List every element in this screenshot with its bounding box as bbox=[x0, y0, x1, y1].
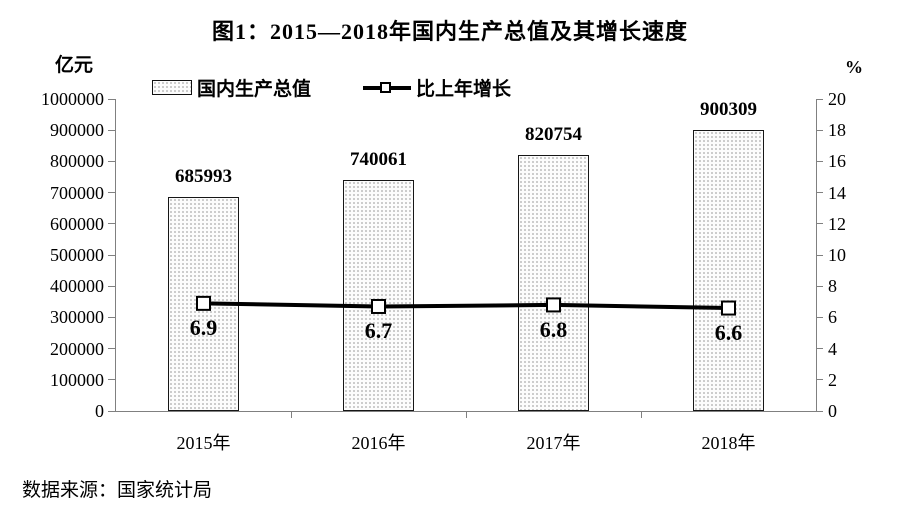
right-axis-tick-label: 20 bbox=[828, 89, 846, 109]
right-axis-tick-label: 2 bbox=[828, 369, 837, 390]
bar-value-label: 740061 bbox=[350, 149, 407, 171]
right-axis-unit: % bbox=[845, 57, 863, 77]
x-axis-tick bbox=[466, 411, 467, 418]
left-axis-tick-label: 0 bbox=[95, 401, 104, 421]
right-axis-tick bbox=[816, 160, 823, 162]
right-axis-tick bbox=[816, 379, 823, 381]
bar-value-label: 900309 bbox=[700, 99, 757, 121]
left-axis-tick bbox=[108, 160, 115, 162]
right-axis-tick-label: 0 bbox=[828, 401, 837, 421]
x-axis-tick bbox=[641, 411, 642, 418]
left-axis-tick-label: 600000 bbox=[50, 213, 104, 234]
left-axis-tick bbox=[108, 410, 115, 412]
right-axis-tick bbox=[816, 98, 823, 100]
growth-line bbox=[203, 301, 729, 311]
chart-title: 图1：2015—2018年国内生产总值及其增长速度 bbox=[211, 19, 688, 44]
right-axis-tick-label: 14 bbox=[828, 182, 846, 203]
bar-swatch-icon bbox=[152, 80, 192, 95]
left-axis-tick-label: 500000 bbox=[50, 245, 104, 265]
bar-value-label: 820754 bbox=[525, 123, 582, 145]
right-axis-tick bbox=[816, 223, 823, 225]
left-axis-tick bbox=[108, 316, 115, 318]
legend-item-gdp: 国内生产总值 bbox=[152, 74, 311, 101]
left-axis-tick-label: 900000 bbox=[50, 120, 104, 141]
right-axis-tick-label: 18 bbox=[828, 120, 846, 141]
growth-value-label: 6.6 bbox=[714, 320, 743, 346]
gdp-bar bbox=[168, 196, 239, 411]
legend-label-gdp: 国内生产总值 bbox=[197, 79, 312, 100]
source-note: 数据来源：国家统计局 bbox=[22, 480, 213, 501]
legend-label-growth: 比上年增长 bbox=[416, 79, 512, 100]
line-marker-icon bbox=[363, 81, 412, 94]
left-axis-tick bbox=[108, 129, 115, 131]
left-axis-tick-label: 100000 bbox=[50, 369, 104, 390]
gdp-bar bbox=[343, 180, 414, 411]
gdp-bar bbox=[518, 154, 589, 411]
plot-area: 0 100000 200000 300000 400000 500000 600000 700… bbox=[41, 89, 846, 453]
legend-item-growth: 比上年增长 bbox=[363, 74, 511, 101]
right-axis-tick bbox=[816, 410, 823, 412]
left-axis-tick bbox=[108, 98, 115, 100]
right-axis-tick bbox=[816, 129, 823, 131]
right-axis-tick-label: 6 bbox=[828, 307, 837, 328]
left-axis-tick-label: 200000 bbox=[50, 338, 104, 359]
left-axis-tick-label: 400000 bbox=[50, 276, 104, 297]
left-axis-tick bbox=[108, 223, 115, 225]
right-axis-tick bbox=[816, 285, 823, 287]
right-axis-tick-label: 12 bbox=[828, 213, 846, 234]
right-axis-tick-label: 10 bbox=[828, 245, 846, 265]
bar-value-label: 685993 bbox=[175, 165, 232, 187]
right-axis-tick bbox=[816, 192, 823, 194]
left-axis-unit: 亿元 bbox=[55, 55, 94, 76]
x-axis-label: 2016年 bbox=[351, 433, 406, 453]
left-axis-tick-label: 700000 bbox=[50, 182, 104, 203]
growth-value-label: 6.9 bbox=[189, 315, 218, 341]
left-axis-tick-label: 300000 bbox=[50, 307, 104, 328]
right-axis-tick-label: 4 bbox=[828, 338, 837, 359]
right-axis-tick-label: 8 bbox=[828, 276, 837, 297]
left-axis-tick bbox=[108, 285, 115, 287]
right-axis-tick bbox=[816, 348, 823, 350]
x-axis-label: 2015年 bbox=[176, 433, 231, 453]
gdp-bar bbox=[693, 130, 764, 411]
left-axis-tick bbox=[108, 254, 115, 256]
x-axis-label: 2017年 bbox=[526, 433, 581, 453]
left-axis-tick bbox=[108, 192, 115, 194]
x-axis-tick bbox=[291, 411, 292, 418]
right-axis-tick-label: 16 bbox=[828, 151, 846, 172]
left-axis-tick-label: 800000 bbox=[50, 151, 104, 172]
left-axis-tick bbox=[108, 379, 115, 381]
right-axis-tick bbox=[816, 254, 823, 256]
left-axis-tick bbox=[108, 348, 115, 350]
legend: 国内生产总值 比上年增长 bbox=[152, 74, 511, 101]
growth-value-label: 6.7 bbox=[364, 318, 393, 344]
left-axis-tick-label: 1000000 bbox=[41, 89, 104, 109]
x-axis-label: 2018年 bbox=[701, 433, 756, 453]
growth-value-label: 6.8 bbox=[539, 316, 568, 342]
right-axis-tick bbox=[816, 316, 823, 318]
